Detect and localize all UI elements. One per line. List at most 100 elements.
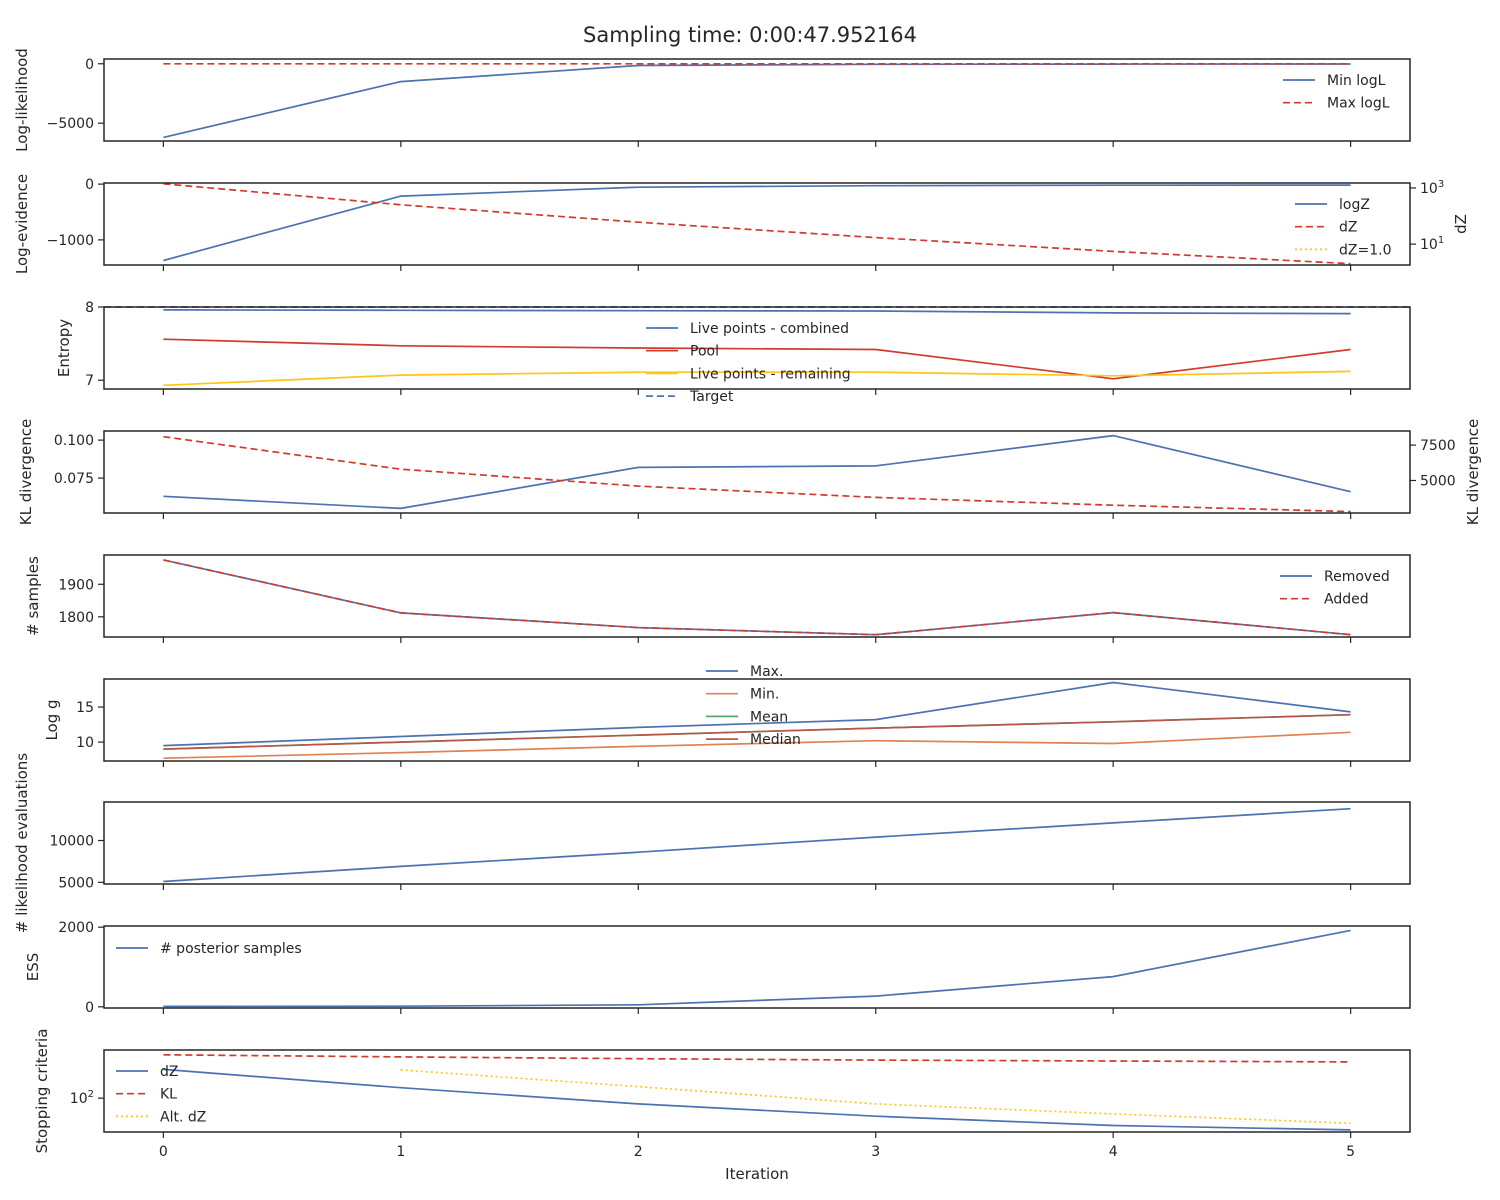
y-tick-label: 0.100 <box>54 433 94 449</box>
y2-tick-label: 103 <box>1420 179 1444 197</box>
y-tick-label: 10000 <box>49 833 94 849</box>
y2-tick-label: 7500 <box>1420 438 1456 454</box>
x-tick-label: 2 <box>634 1144 643 1160</box>
x-tick-label: 5 <box>1346 1144 1355 1160</box>
legend-label: Mean <box>750 709 788 725</box>
legend-label: Removed <box>1324 569 1390 585</box>
series-line <box>163 370 1351 387</box>
x-tick-label: 4 <box>1109 1144 1118 1160</box>
series-line <box>400 1069 1351 1125</box>
x-tick-label: 0 <box>159 1144 168 1160</box>
x-tick-label: 3 <box>871 1144 880 1160</box>
panel-likeval: 10000 5000 # likelihood evaluations <box>13 753 1411 933</box>
y-tick-label: 0.075 <box>54 471 94 487</box>
panel-ess: 2000 0 ESS <box>24 920 1411 1016</box>
series-line <box>163 713 1351 750</box>
legend-label: Max. <box>750 664 783 680</box>
axes-frame <box>103 430 1411 514</box>
axes-frame <box>103 801 1411 885</box>
panel-logevidence: 0 −1000 103 101 dZ Log-evidence <box>13 174 1470 274</box>
panels: 0 −5000 Log-likelihood Min logL Max logL 0 −10… <box>13 48 1482 1160</box>
series-line <box>163 681 1351 747</box>
y-tick-label: 7 <box>85 373 94 389</box>
series-line <box>163 309 1351 315</box>
y-tick-label: 102 <box>70 1089 94 1107</box>
legend-label: Target <box>689 389 734 405</box>
y-tick-label: 5000 <box>58 875 94 891</box>
series-group <box>163 807 1351 883</box>
y2-axis-label: dZ <box>1452 214 1470 234</box>
axes-frame <box>103 1049 1411 1133</box>
series-line <box>163 338 1351 380</box>
series-line <box>163 731 1351 760</box>
y-axis-label: Log-evidence <box>13 174 31 274</box>
series-group <box>163 182 1351 265</box>
panel-samples: 1900 1800 # samples <box>24 554 1411 643</box>
y2-tick-label: 101 <box>1420 235 1444 253</box>
series-line <box>163 1053 1351 1063</box>
axes-frame <box>103 306 1411 390</box>
legend: Max. Min. Mean Median <box>706 664 801 748</box>
figure-title: Sampling time: 0:00:47.952164 <box>583 23 917 47</box>
y-axis-label: ESS <box>24 953 42 982</box>
legend-label: Live points - combined <box>690 321 849 337</box>
series-line <box>163 434 1351 510</box>
series-group <box>163 559 1351 636</box>
series-line <box>163 435 1351 513</box>
y-axis-label: # samples <box>24 556 42 636</box>
legend: dZ KL Alt. dZ <box>116 1064 206 1125</box>
series-line <box>163 63 1351 139</box>
series-line <box>163 929 1351 1008</box>
axes-frame <box>103 58 1411 142</box>
y-tick-label: −5000 <box>47 116 94 132</box>
series-line <box>163 807 1351 883</box>
series-line <box>163 184 1351 262</box>
legend-label: Median <box>750 732 801 748</box>
y-tick-label: 0 <box>85 57 94 73</box>
y-tick-label: 0 <box>85 177 94 193</box>
y-tick-label: −1000 <box>47 233 94 249</box>
y-tick-label: 1800 <box>58 610 94 626</box>
legend-label: Live points - remaining <box>690 366 851 382</box>
x-tick-label: 1 <box>396 1144 405 1160</box>
y-tick-label: 8 <box>85 300 94 316</box>
y2-tick-label: 5000 <box>1420 473 1456 489</box>
series-line <box>163 182 1351 265</box>
panel-entropy: 8 7 Entropy <box>55 300 1411 395</box>
legend-label: logZ <box>1339 197 1370 213</box>
series-line <box>163 559 1351 636</box>
legend-label: KL <box>160 1087 177 1103</box>
y2-axis-label: KL divergence <box>1464 419 1482 525</box>
y-axis-label: KL divergence <box>17 419 35 525</box>
y-tick-label: 0 <box>85 1000 94 1016</box>
axes-frame <box>103 182 1411 266</box>
x-axis-label: Iteration <box>725 1165 789 1183</box>
legend-label: Added <box>1324 592 1369 608</box>
legend-label: Max logL <box>1327 96 1390 112</box>
series-group <box>163 434 1351 513</box>
legend: Removed Added <box>1280 569 1390 608</box>
y-tick-label: 15 <box>76 700 94 716</box>
legend-label: dZ <box>1339 220 1357 236</box>
legend: logZ dZ dZ=1.0 <box>1295 197 1391 258</box>
series-group <box>163 1053 1351 1131</box>
legend: # posterior samples <box>116 941 302 957</box>
legend: Live points - combined Pool Live points - … <box>646 321 851 405</box>
legend-label: dZ=1.0 <box>1339 242 1391 258</box>
series-line <box>163 559 1351 636</box>
panel-kl: 0.100 0.075 7500 5000 KL divergence KL diverg… <box>17 419 1482 525</box>
legend-label: Alt. dZ <box>160 1109 206 1125</box>
y-axis-label: Stopping criteria <box>33 1029 51 1154</box>
panel-loglikelihood: 0 −5000 Log-likelihood <box>13 48 1411 152</box>
series-group <box>163 681 1351 760</box>
y-axis-label: Entropy <box>55 319 73 377</box>
y-tick-label: 1900 <box>58 577 94 593</box>
y-axis-label: Log-likelihood <box>13 48 31 152</box>
legend-label: Min logL <box>1327 73 1386 89</box>
series-line <box>163 1068 1351 1131</box>
axes-frame <box>103 678 1411 762</box>
series-group <box>163 929 1351 1008</box>
legend-label: dZ <box>160 1064 178 1080</box>
panel-stopping: 102 0 1 2 3 4 5 Stopping criteria <box>33 1029 1411 1160</box>
